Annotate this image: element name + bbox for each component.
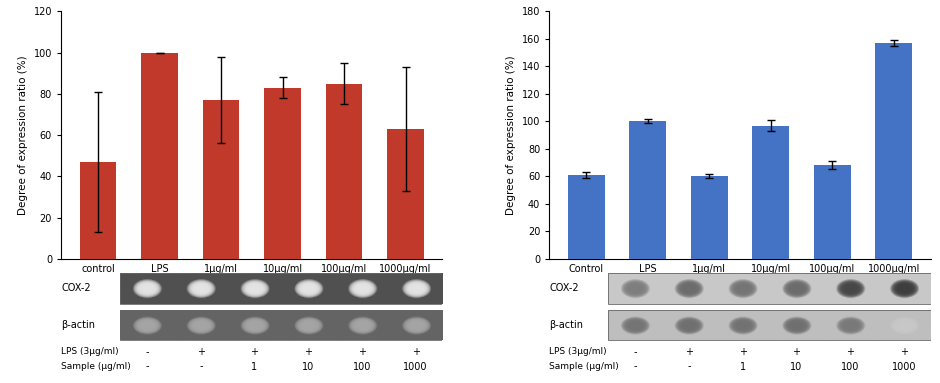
Text: 1000: 1000: [403, 362, 428, 372]
Text: 100: 100: [841, 362, 859, 372]
Text: -: -: [146, 362, 149, 372]
Text: +: +: [358, 347, 366, 357]
Text: LPS (3μg/ml): LPS (3μg/ml): [549, 347, 607, 356]
Text: β-actin: β-actin: [61, 320, 95, 330]
Text: +: +: [846, 347, 854, 357]
Bar: [325, 83, 363, 259]
Bar: [141, 53, 178, 259]
Text: +: +: [250, 347, 258, 357]
Text: 10: 10: [791, 362, 803, 372]
Text: 1: 1: [740, 362, 745, 372]
Text: 1: 1: [251, 362, 258, 372]
Text: +: +: [685, 347, 693, 357]
Bar: [752, 126, 789, 259]
Text: β-actin: β-actin: [549, 320, 583, 330]
Text: -: -: [199, 362, 202, 372]
Text: +: +: [900, 347, 908, 357]
Text: -: -: [634, 362, 637, 372]
Bar: [629, 121, 666, 259]
Bar: [875, 43, 912, 259]
Text: +: +: [196, 347, 205, 357]
Text: -: -: [687, 362, 691, 372]
Text: 100: 100: [352, 362, 371, 372]
Y-axis label: Degree of expression ratio (%): Degree of expression ratio (%): [18, 55, 28, 215]
Bar: [568, 175, 604, 259]
Text: 1000: 1000: [891, 362, 916, 372]
Y-axis label: Degree of expression ratio (%): Degree of expression ratio (%): [506, 55, 516, 215]
Text: 10: 10: [302, 362, 314, 372]
Text: +: +: [792, 347, 800, 357]
Bar: [814, 165, 851, 259]
Bar: [203, 100, 240, 259]
Text: COX-2: COX-2: [61, 283, 91, 293]
Text: +: +: [739, 347, 746, 357]
Text: Sample (μg/ml): Sample (μg/ml): [549, 362, 619, 371]
Text: +: +: [305, 347, 312, 357]
Bar: [80, 162, 117, 259]
Bar: [387, 129, 424, 259]
Text: Sample (μg/ml): Sample (μg/ml): [61, 362, 131, 371]
Text: -: -: [634, 347, 637, 357]
Text: COX-2: COX-2: [549, 283, 579, 293]
Text: +: +: [412, 347, 419, 357]
Text: -: -: [146, 347, 149, 357]
Bar: [264, 88, 301, 259]
Bar: [691, 176, 728, 259]
Text: LPS (3μg/ml): LPS (3μg/ml): [61, 347, 118, 356]
